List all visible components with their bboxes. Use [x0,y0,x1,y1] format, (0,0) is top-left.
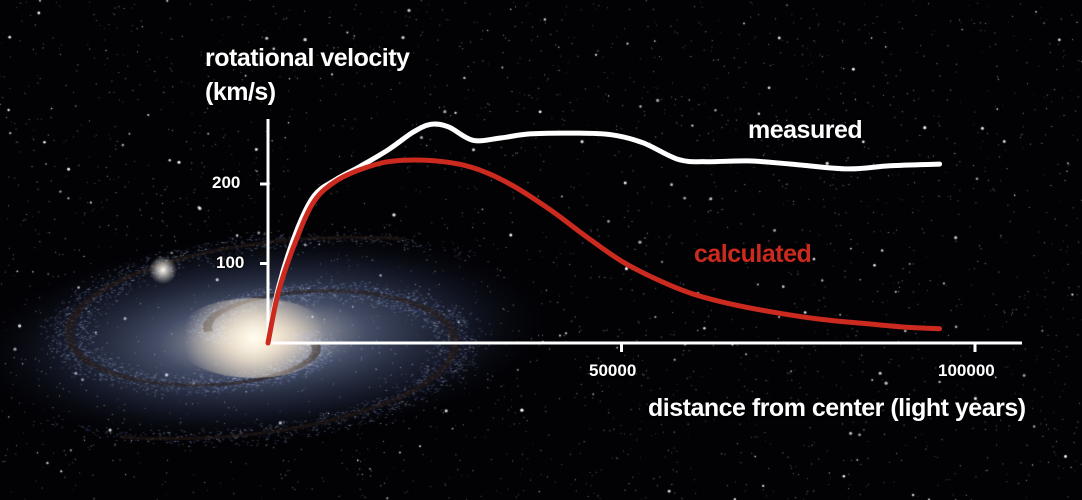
legend-label-measured: measured [748,116,863,144]
x-axis-label: distance from center (light years) [648,394,1026,422]
y-tick-label-100: 100 [216,253,245,272]
y-axis-label-line2: (km/s) [205,78,276,106]
legend-label-calculated: calculated [694,240,812,268]
y-tick-marks [260,182,268,265]
x-tick-marks [620,343,977,352]
x-tick-label-100000: 100000 [938,361,995,380]
series-line-measured [265,121,943,346]
y-axis-label-line1: rotational velocity [205,44,410,72]
y-tick-label-200: 200 [212,173,241,192]
x-tick-label-50000: 50000 [589,361,637,380]
series-line-calculated [265,157,943,346]
